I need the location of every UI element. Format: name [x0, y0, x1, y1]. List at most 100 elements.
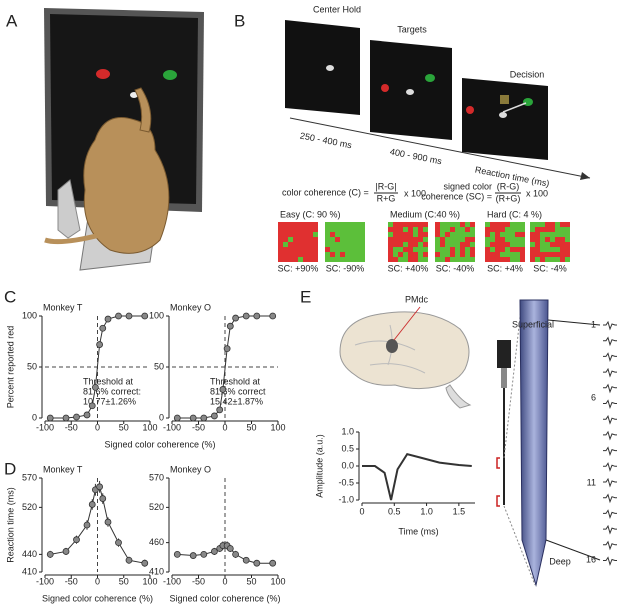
checker-cell: [413, 227, 418, 232]
checker-cell: [308, 252, 313, 257]
checker-cell: [388, 232, 393, 237]
annotation: Threshold at: [83, 376, 134, 386]
region-label: PMdc: [405, 294, 429, 304]
checker-cell: [490, 222, 495, 227]
checker-cell: [550, 242, 555, 247]
checker-cell: [388, 247, 393, 252]
checker-cell: [435, 237, 440, 242]
checker-cell: [423, 247, 428, 252]
checker-cell: [445, 232, 450, 237]
checker-cell: [495, 242, 500, 247]
data-point: [226, 322, 234, 330]
checker-cell: [393, 252, 398, 257]
x-tick-label: -100: [163, 576, 181, 586]
checker-cell: [500, 257, 505, 262]
checker-cell: [490, 237, 495, 242]
spike-trace: [603, 336, 617, 347]
checker-cell: [535, 252, 540, 257]
data-point: [232, 314, 240, 322]
checker-cell: [393, 222, 398, 227]
checker-cell: [540, 237, 545, 242]
checker-cell: [335, 222, 340, 227]
checker-cell: [545, 247, 550, 252]
checker-cell: [288, 252, 293, 257]
checker-cell: [335, 232, 340, 237]
checker-cell: [450, 237, 455, 242]
checker-cell: [485, 242, 490, 247]
chart-title: Monkey T: [43, 464, 83, 474]
data-point: [46, 550, 54, 558]
checker-cell: [330, 247, 335, 252]
spike-trace: [603, 446, 617, 457]
checker-cell: [308, 247, 313, 252]
y-tick-label: 520: [22, 502, 37, 512]
checker-cell: [555, 252, 560, 257]
connector-stem: [501, 368, 507, 388]
brain: [339, 306, 472, 409]
checker-cell: [345, 252, 350, 257]
checker-cell: [398, 252, 403, 257]
checker-cell: [360, 247, 365, 252]
checker-cell: [350, 227, 355, 232]
checker-cell: [403, 257, 408, 262]
checker-cell: [470, 222, 475, 227]
x-axis-label: Time (ms): [398, 526, 438, 536]
checker-cell: [495, 232, 500, 237]
data-point: [104, 518, 112, 526]
spike-trace: [603, 415, 617, 425]
spike-trace: [603, 477, 617, 488]
checker-cell: [330, 232, 335, 237]
checker-cell: [465, 227, 470, 232]
checker-cell: [398, 232, 403, 237]
checker-cell: [500, 242, 505, 247]
checker-cell: [340, 232, 345, 237]
checker-cell: [293, 252, 298, 257]
x-tick-label: -100: [163, 422, 181, 432]
checker-cell: [303, 222, 308, 227]
checker-cell: [550, 257, 555, 262]
checker-cell: [335, 257, 340, 262]
formula-name: coherence (SC) =: [421, 191, 492, 201]
checker-cell: [340, 252, 345, 257]
checker-cell: [510, 227, 515, 232]
checker-cell: [418, 252, 423, 257]
data-point: [141, 559, 149, 567]
checker-cell: [393, 257, 398, 262]
epoch-label: Decision: [510, 69, 545, 79]
y-tick-label: -0.5: [338, 477, 354, 487]
checker-cell: [418, 242, 423, 247]
checker-cell: [450, 252, 455, 257]
checker-cell: [440, 257, 445, 262]
data-point: [88, 501, 96, 508]
checker-cell: [560, 222, 565, 227]
checker-cell: [490, 242, 495, 247]
y-tick-label: 570: [149, 472, 164, 482]
x-tick-label: 0: [222, 422, 227, 432]
checker-cell: [520, 237, 525, 242]
checker-cell: [398, 257, 403, 262]
y-tick-label: 0.0: [341, 460, 354, 470]
reach: [502, 102, 527, 113]
checker-cell: [485, 227, 490, 232]
checker-cell: [325, 237, 330, 242]
checker-cell: [470, 247, 475, 252]
data-point: [73, 413, 80, 421]
checker-cell: [413, 222, 418, 227]
x-tick-label: 50: [119, 576, 129, 586]
checker-cell: [345, 222, 350, 227]
x-axis-label: Signed color coherence (%): [169, 593, 280, 603]
checker-cell: [540, 227, 545, 232]
formula-name: signed color: [443, 181, 492, 191]
data-point: [242, 556, 250, 564]
checker-cell: [278, 222, 283, 227]
checker-cell: [445, 242, 450, 247]
panel-label: B: [234, 11, 245, 30]
checker-cell: [505, 222, 510, 227]
checker-cell: [535, 222, 540, 227]
checker-cell: [565, 237, 570, 242]
monkey-illustration: [44, 8, 204, 271]
connector: [497, 340, 511, 368]
monkey-body: [83, 117, 170, 254]
data-point: [200, 414, 208, 422]
x-tick-label: 0.5: [388, 506, 401, 516]
